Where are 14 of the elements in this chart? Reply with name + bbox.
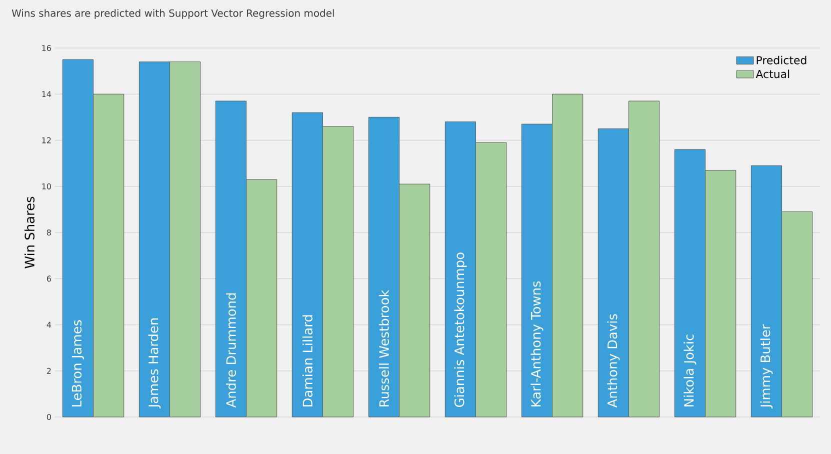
legend-label: Predicted xyxy=(756,56,806,64)
chart-title: Wins shares are predicted with Support Vector Regression model xyxy=(12,9,334,19)
x-tick-label: Russell Westbrook xyxy=(378,290,389,406)
x-tick-label: James Harden xyxy=(148,318,161,408)
y-axis-title: Win Shares xyxy=(24,196,35,268)
x-tick-label: Jimmy Butler xyxy=(760,324,773,408)
x-tick-label: Anthony Davis xyxy=(607,314,620,408)
x-tick-label: Karl-Anthony Towns xyxy=(530,281,544,406)
x-tick-label: Nikola Jokic xyxy=(684,334,696,406)
x-tick-label: Giannis Antetokounmpo xyxy=(454,252,467,407)
x-tick-label: Damian Lillard xyxy=(302,315,312,406)
x-tick-label: LeBron James xyxy=(72,320,84,406)
legend-label: Actual xyxy=(756,70,790,78)
x-tick-label: Andre Drummond xyxy=(226,293,236,408)
